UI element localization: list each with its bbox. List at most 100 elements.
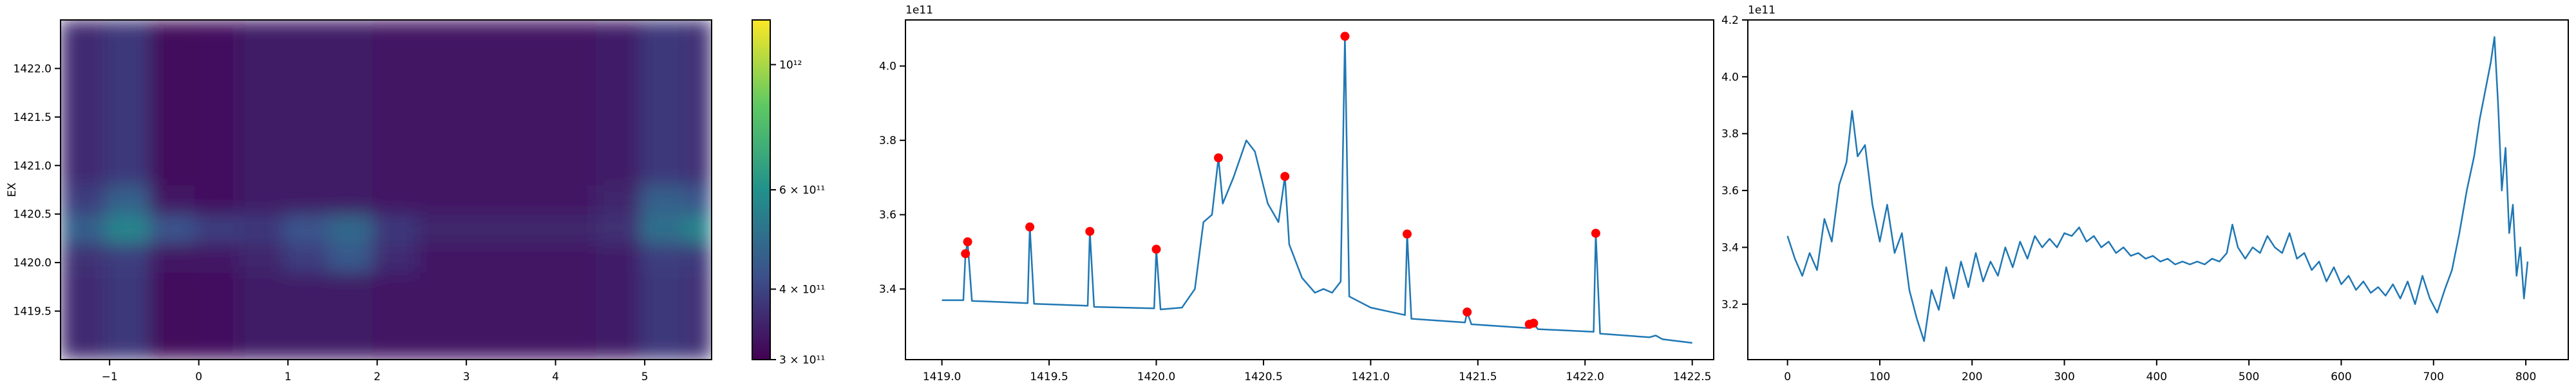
heatmap-cell xyxy=(194,20,240,40)
peak-marker xyxy=(1214,153,1224,163)
line xyxy=(942,35,1692,344)
heatmap-cell xyxy=(61,20,106,40)
offset-label: 1e11 xyxy=(1748,4,1776,17)
heatmap-cell xyxy=(149,272,195,302)
heatmap-cell xyxy=(372,214,418,244)
colorbar-tick-label: 6 × 10¹¹ xyxy=(779,184,825,197)
heatmap-cell xyxy=(149,126,195,156)
heatmap-cell xyxy=(506,185,552,215)
colorbar xyxy=(752,19,771,360)
heatmap-cell xyxy=(238,272,284,302)
heatmap-cell xyxy=(551,301,596,331)
heatmap-cell xyxy=(640,156,685,185)
heatmap-cell xyxy=(105,97,150,127)
heatmap-cell xyxy=(685,185,712,215)
y-tick-label: 4.2 xyxy=(1721,14,1739,27)
peak-marker xyxy=(1402,229,1412,239)
heatmap-cell xyxy=(238,68,284,98)
heatmap-cell xyxy=(328,39,374,69)
heatmap-cell xyxy=(462,330,507,360)
heatmap-cell xyxy=(462,39,507,69)
peak-marker xyxy=(1463,308,1472,317)
heatmap-cell xyxy=(61,272,106,302)
heatmap-cell xyxy=(506,214,552,244)
heatmap-cell xyxy=(462,301,507,331)
heatmap-cell xyxy=(372,39,418,69)
heatmap-cell xyxy=(551,156,596,185)
heatmap-cell xyxy=(105,272,150,302)
heatmap-cell xyxy=(283,156,328,185)
x-tick-label: 300 xyxy=(2054,371,2074,383)
heatmap-cell xyxy=(194,126,240,156)
heatmap-cell xyxy=(61,243,106,273)
heatmap-cell xyxy=(595,126,641,156)
heatmap-cell xyxy=(328,20,374,40)
heatmap-cell xyxy=(194,272,240,302)
heatmap-cell xyxy=(685,126,712,156)
heatmap-cell xyxy=(61,214,106,244)
peak-marker xyxy=(961,249,971,259)
peak-marker xyxy=(1340,32,1350,41)
heatmap-cell xyxy=(149,68,195,98)
peak-marker xyxy=(1529,318,1539,328)
y-tick-label: 4.0 xyxy=(879,60,896,73)
heatmap-cell xyxy=(551,68,596,98)
heatmap-cell xyxy=(105,214,150,244)
heatmap-cell xyxy=(462,97,507,127)
y-tick-label: 3.2 xyxy=(1721,299,1739,311)
heatmap-cell xyxy=(194,97,240,127)
heatmap-cell xyxy=(462,156,507,185)
heatmap-cell xyxy=(417,126,462,156)
heatmap-cell xyxy=(640,185,685,215)
heatmap-cell xyxy=(194,68,240,98)
line xyxy=(1786,36,2529,342)
heatmap-cell xyxy=(328,156,374,185)
heatmap-cell xyxy=(194,185,240,215)
heatmap-cell xyxy=(685,68,712,98)
heatmap-cell xyxy=(685,156,712,185)
heatmap-cell xyxy=(328,185,374,215)
heatmap-cell xyxy=(685,39,712,69)
heatmap-cell xyxy=(283,126,328,156)
heatmap-cell xyxy=(61,97,106,127)
heatmap-cell xyxy=(595,272,641,302)
heatmap-cell xyxy=(194,330,240,360)
heatmap-cell xyxy=(328,68,374,98)
heatmap-cell xyxy=(283,330,328,360)
heatmap-cell xyxy=(61,330,106,360)
peak-marker xyxy=(1591,228,1600,238)
y-tick-label: 3.8 xyxy=(879,134,896,147)
colorbar-tick-label: 10¹² xyxy=(779,59,802,71)
heatmap-cell xyxy=(372,68,418,98)
heatmap-cell xyxy=(105,68,150,98)
heatmap-cell xyxy=(417,214,462,244)
heatmap-cell xyxy=(238,126,284,156)
heatmap-cell xyxy=(506,20,552,40)
x-tick-label: 200 xyxy=(1962,371,1982,383)
heatmap-cell xyxy=(417,272,462,302)
x-tick-label: −1 xyxy=(102,371,118,383)
x-tick-label: 800 xyxy=(2515,371,2536,383)
heatmap-cell xyxy=(283,39,328,69)
heatmap-cell xyxy=(149,97,195,127)
heatmap-cell xyxy=(506,156,552,185)
heatmap-cell xyxy=(149,214,195,244)
heatmap-cell xyxy=(551,330,596,360)
heatmap-cell xyxy=(685,243,712,273)
colorbar-tick-label: 3 × 10¹¹ xyxy=(779,354,825,367)
x-tick-label: 700 xyxy=(2423,371,2444,383)
heatmap-cell xyxy=(149,20,195,40)
y-tick-label: 3.6 xyxy=(879,209,896,222)
heatmap-cell xyxy=(149,243,195,273)
heatmap-cell xyxy=(61,39,106,69)
x-tick-label: 1419.0 xyxy=(923,371,961,383)
heatmap-cell xyxy=(595,39,641,69)
heatmap-cell xyxy=(417,301,462,331)
heatmap-cell xyxy=(462,68,507,98)
heatmap-cell xyxy=(105,20,150,40)
heatmap-cell xyxy=(506,126,552,156)
heatmap-cell xyxy=(283,243,328,273)
x-tick-label: 1420.0 xyxy=(1137,371,1175,383)
colorbar-tick-label: 4 × 10¹¹ xyxy=(779,283,825,296)
